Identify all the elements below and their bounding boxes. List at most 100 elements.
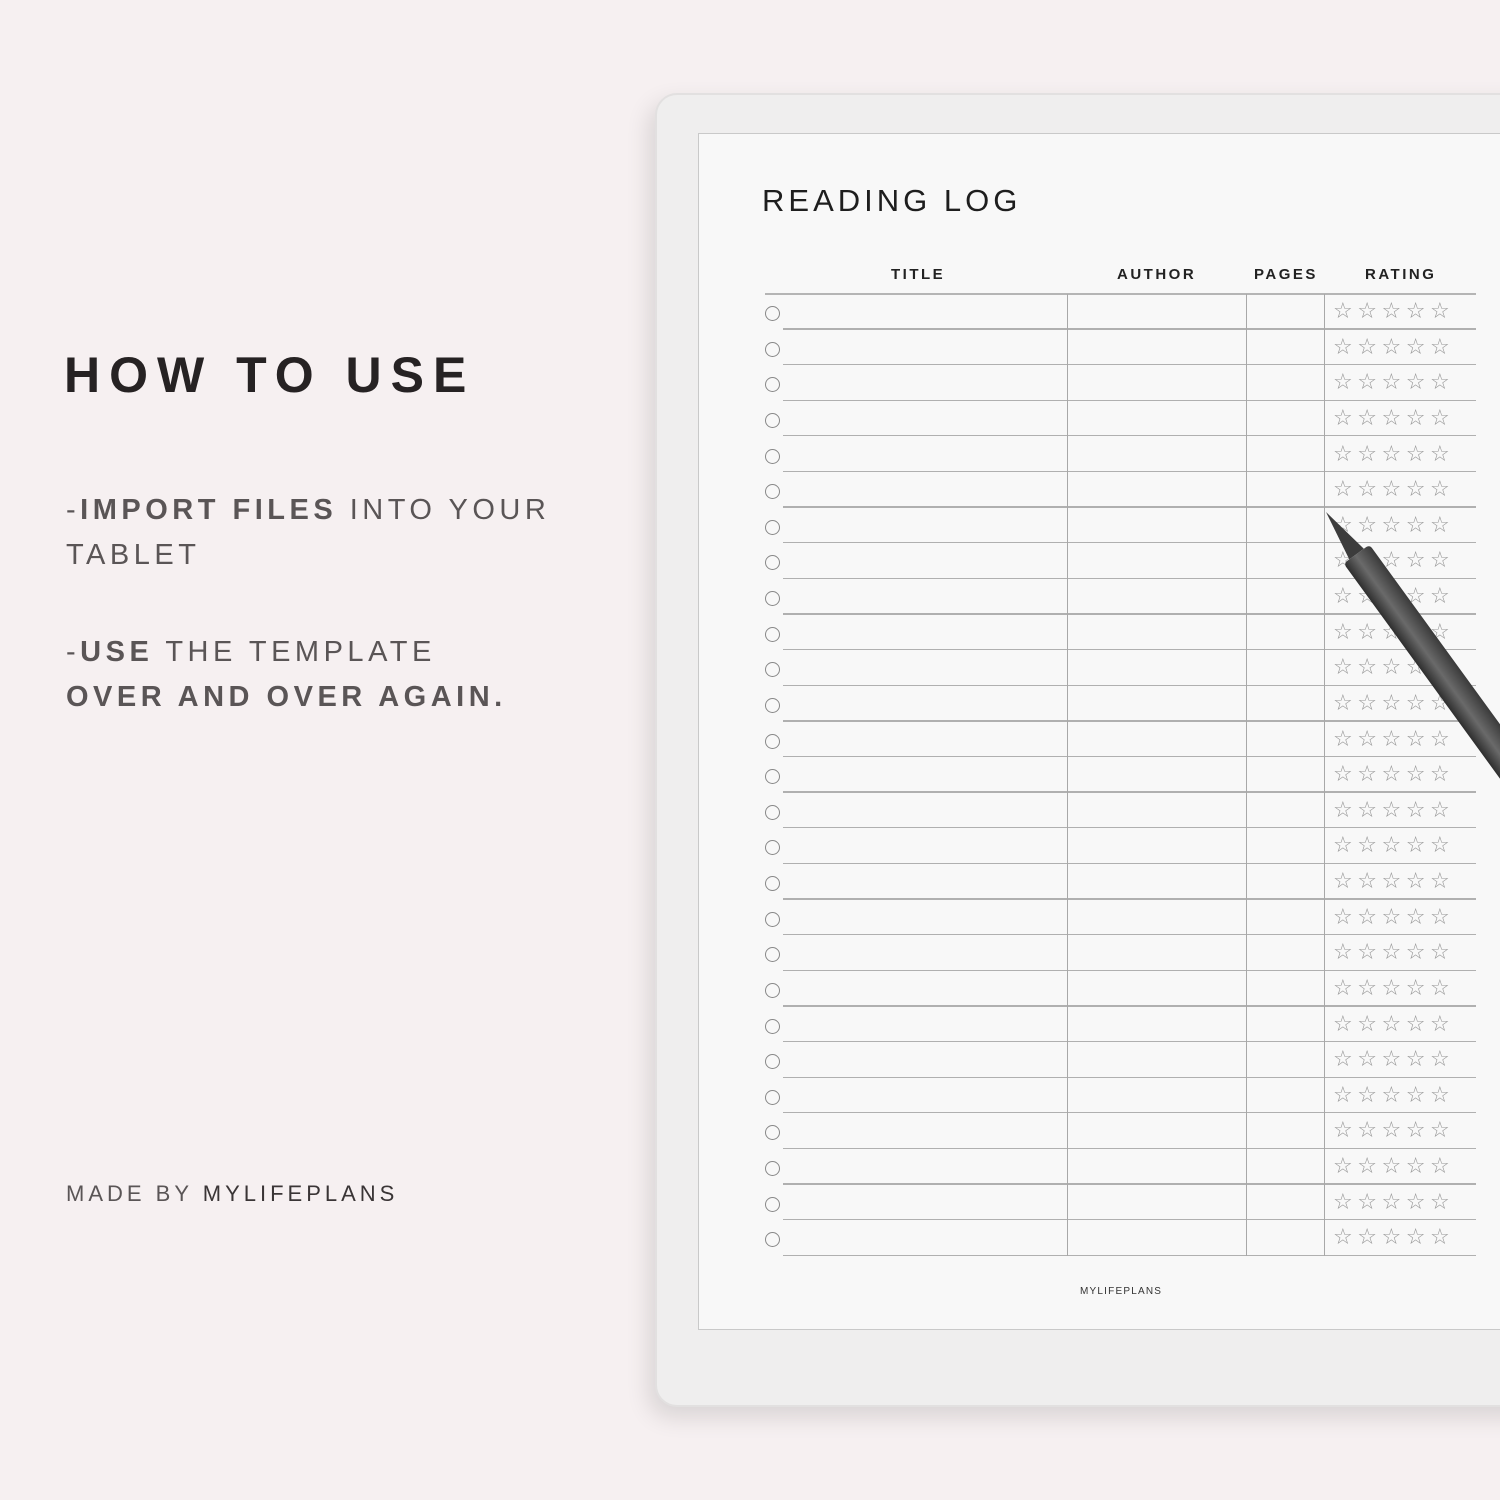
checkbox-circle-icon[interactable] bbox=[765, 412, 780, 428]
star-icon[interactable]: ☆ bbox=[1405, 333, 1430, 359]
star-icon[interactable]: ☆ bbox=[1333, 654, 1358, 680]
star-icon[interactable]: ☆ bbox=[1429, 1153, 1455, 1179]
checkbox-circle-icon[interactable] bbox=[765, 1018, 780, 1034]
star-icon[interactable]: ☆ bbox=[1405, 1224, 1430, 1250]
star-icon[interactable]: ☆ bbox=[1405, 974, 1430, 1000]
star-icon[interactable]: ☆ bbox=[1381, 654, 1406, 680]
star-icon[interactable]: ☆ bbox=[1429, 1188, 1455, 1214]
star-icon[interactable]: ☆ bbox=[1429, 796, 1455, 822]
star-icon[interactable]: ☆ bbox=[1405, 939, 1430, 965]
star-icon[interactable]: ☆ bbox=[1333, 369, 1358, 395]
log-row[interactable]: ☆☆☆☆☆ bbox=[762, 793, 1476, 829]
checkbox-circle-icon[interactable] bbox=[765, 484, 780, 500]
star-icon[interactable]: ☆ bbox=[1333, 796, 1358, 822]
star-icon[interactable]: ☆ bbox=[1357, 369, 1382, 395]
star-icon[interactable]: ☆ bbox=[1357, 725, 1382, 751]
star-icon[interactable]: ☆ bbox=[1429, 440, 1455, 466]
log-row[interactable]: ☆☆☆☆☆ bbox=[762, 437, 1476, 473]
star-icon[interactable]: ☆ bbox=[1333, 476, 1358, 502]
star-icon[interactable]: ☆ bbox=[1381, 511, 1406, 537]
star-icon[interactable]: ☆ bbox=[1381, 369, 1406, 395]
log-row[interactable]: ☆☆☆☆☆ bbox=[762, 971, 1476, 1007]
star-icon[interactable]: ☆ bbox=[1405, 476, 1430, 502]
star-icon[interactable]: ☆ bbox=[1429, 547, 1455, 573]
star-icon[interactable]: ☆ bbox=[1381, 939, 1406, 965]
star-icon[interactable]: ☆ bbox=[1333, 511, 1358, 537]
star-icon[interactable]: ☆ bbox=[1381, 1117, 1406, 1143]
star-icon[interactable]: ☆ bbox=[1429, 298, 1455, 323]
log-row[interactable]: ☆☆☆☆☆ bbox=[762, 1149, 1476, 1185]
star-icon[interactable]: ☆ bbox=[1405, 547, 1430, 573]
star-rating[interactable]: ☆☆☆☆☆ bbox=[1333, 405, 1454, 431]
log-row[interactable]: ☆☆☆☆☆ bbox=[762, 1220, 1476, 1256]
star-icon[interactable]: ☆ bbox=[1429, 511, 1455, 537]
log-row[interactable]: ☆☆☆☆☆ bbox=[762, 722, 1476, 758]
log-row[interactable]: ☆☆☆☆☆ bbox=[762, 1113, 1476, 1150]
log-row[interactable]: ☆☆☆☆☆ bbox=[762, 1185, 1476, 1221]
checkbox-circle-icon[interactable] bbox=[765, 555, 780, 571]
star-icon[interactable]: ☆ bbox=[1381, 404, 1406, 430]
star-icon[interactable]: ☆ bbox=[1333, 1153, 1358, 1179]
star-icon[interactable]: ☆ bbox=[1429, 1081, 1455, 1107]
star-icon[interactable]: ☆ bbox=[1405, 903, 1430, 929]
star-icon[interactable]: ☆ bbox=[1381, 868, 1406, 894]
star-icon[interactable]: ☆ bbox=[1405, 1081, 1430, 1107]
star-icon[interactable]: ☆ bbox=[1429, 369, 1455, 395]
star-icon[interactable]: ☆ bbox=[1357, 1117, 1382, 1143]
checkbox-circle-icon[interactable] bbox=[765, 519, 780, 535]
checkbox-circle-icon[interactable] bbox=[765, 911, 780, 927]
star-icon[interactable]: ☆ bbox=[1429, 404, 1455, 430]
star-icon[interactable]: ☆ bbox=[1357, 440, 1382, 466]
star-icon[interactable]: ☆ bbox=[1333, 689, 1358, 715]
star-icon[interactable]: ☆ bbox=[1405, 868, 1430, 894]
checkbox-circle-icon[interactable] bbox=[765, 769, 780, 785]
star-icon[interactable]: ☆ bbox=[1381, 974, 1406, 1000]
star-rating[interactable]: ☆☆☆☆☆ bbox=[1333, 726, 1454, 752]
log-row[interactable]: ☆☆☆☆☆ bbox=[762, 650, 1476, 686]
log-row[interactable]: ☆☆☆☆☆ bbox=[762, 472, 1476, 508]
star-icon[interactable]: ☆ bbox=[1333, 903, 1358, 929]
checkbox-circle-icon[interactable] bbox=[765, 1232, 780, 1248]
star-rating[interactable]: ☆☆☆☆☆ bbox=[1333, 369, 1454, 395]
log-row[interactable]: ☆☆☆☆☆ bbox=[762, 757, 1476, 793]
star-rating[interactable]: ☆☆☆☆☆ bbox=[1333, 868, 1454, 894]
checkbox-circle-icon[interactable] bbox=[765, 876, 780, 892]
star-icon[interactable]: ☆ bbox=[1357, 1153, 1382, 1179]
star-icon[interactable]: ☆ bbox=[1333, 618, 1358, 644]
star-icon[interactable]: ☆ bbox=[1429, 476, 1455, 502]
log-row[interactable]: ☆☆☆☆☆ bbox=[762, 330, 1476, 366]
checkbox-circle-icon[interactable] bbox=[765, 947, 780, 963]
star-icon[interactable]: ☆ bbox=[1405, 1153, 1430, 1179]
log-row[interactable]: ☆☆☆☆☆ bbox=[762, 1042, 1476, 1078]
star-icon[interactable]: ☆ bbox=[1357, 404, 1382, 430]
star-icon[interactable]: ☆ bbox=[1381, 1153, 1406, 1179]
star-icon[interactable]: ☆ bbox=[1381, 440, 1406, 466]
star-rating[interactable]: ☆☆☆☆☆ bbox=[1333, 476, 1454, 502]
checkbox-circle-icon[interactable] bbox=[765, 1196, 780, 1212]
star-icon[interactable]: ☆ bbox=[1333, 1081, 1358, 1107]
star-icon[interactable]: ☆ bbox=[1405, 761, 1430, 787]
star-icon[interactable]: ☆ bbox=[1405, 1046, 1430, 1072]
log-row[interactable]: ☆☆☆☆☆ bbox=[762, 508, 1476, 544]
star-icon[interactable]: ☆ bbox=[1357, 618, 1382, 644]
star-rating[interactable]: ☆☆☆☆☆ bbox=[1333, 939, 1454, 965]
star-icon[interactable]: ☆ bbox=[1357, 761, 1382, 787]
checkbox-circle-icon[interactable] bbox=[765, 982, 780, 998]
star-rating[interactable]: ☆☆☆☆☆ bbox=[1333, 512, 1454, 538]
star-icon[interactable]: ☆ bbox=[1429, 333, 1455, 359]
star-icon[interactable]: ☆ bbox=[1333, 298, 1358, 323]
star-icon[interactable]: ☆ bbox=[1357, 1081, 1382, 1107]
star-icon[interactable]: ☆ bbox=[1429, 583, 1455, 609]
star-icon[interactable]: ☆ bbox=[1405, 511, 1430, 537]
star-icon[interactable]: ☆ bbox=[1357, 796, 1382, 822]
checkbox-circle-icon[interactable] bbox=[765, 1161, 780, 1177]
star-icon[interactable]: ☆ bbox=[1357, 868, 1382, 894]
log-row[interactable]: ☆☆☆☆☆ bbox=[762, 1078, 1476, 1114]
star-icon[interactable]: ☆ bbox=[1429, 868, 1455, 894]
star-rating[interactable]: ☆☆☆☆☆ bbox=[1333, 441, 1454, 467]
star-icon[interactable]: ☆ bbox=[1357, 333, 1382, 359]
star-icon[interactable]: ☆ bbox=[1381, 1224, 1406, 1250]
checkbox-circle-icon[interactable] bbox=[765, 1125, 780, 1141]
star-icon[interactable]: ☆ bbox=[1429, 725, 1455, 751]
star-icon[interactable]: ☆ bbox=[1381, 1188, 1406, 1214]
